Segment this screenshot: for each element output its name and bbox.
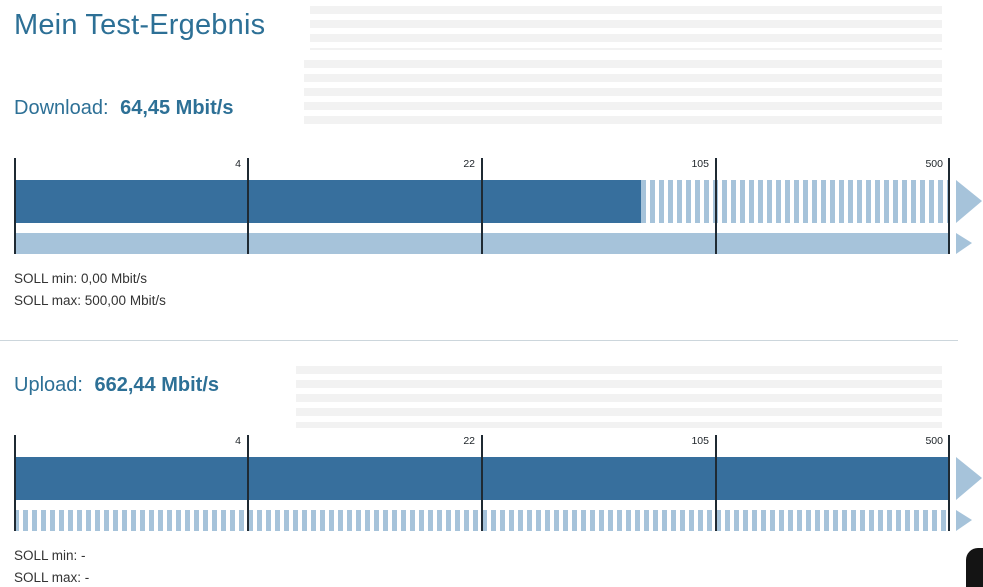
tick-label: 4 bbox=[235, 158, 241, 170]
main-content: Mein Test-Ergebnis Download: 64,45 Mbit/… bbox=[0, 9, 982, 587]
tick-line bbox=[247, 158, 249, 254]
soll-min-text: SOLL min: - bbox=[14, 548, 86, 563]
upload-gauge: 4 22 105 500 bbox=[14, 435, 982, 531]
upload-label: Upload: bbox=[14, 374, 83, 396]
tick-line bbox=[14, 158, 16, 254]
corner-widget-button[interactable] bbox=[966, 548, 983, 587]
upload-heading: Upload: 662,44 Mbit/s bbox=[14, 373, 950, 397]
tick-label: 500 bbox=[925, 435, 943, 447]
tick-line bbox=[715, 158, 717, 254]
upload-value: 662,44 Mbit/s bbox=[94, 374, 220, 396]
tick-line bbox=[715, 435, 717, 531]
tick-line bbox=[14, 435, 16, 531]
tick-label: 22 bbox=[463, 435, 475, 447]
download-soll-block: SOLL min: 0,00 Mbit/s SOLL max: 500,00 M… bbox=[14, 268, 950, 312]
tick-line bbox=[948, 158, 950, 254]
tick-line bbox=[481, 435, 483, 531]
download-value: 64,45 Mbit/s bbox=[120, 97, 234, 119]
tick-label: 105 bbox=[691, 158, 709, 170]
page-title: Mein Test-Ergebnis bbox=[14, 9, 266, 41]
gauge-arrow-icon bbox=[956, 510, 972, 531]
measured-bar-fill bbox=[14, 180, 642, 223]
section-divider bbox=[0, 340, 958, 341]
download-heading: Download: 64,45 Mbit/s bbox=[14, 96, 950, 120]
soll-max-text: SOLL max: 500,00 Mbit/s bbox=[14, 293, 166, 308]
background-stripes bbox=[304, 60, 942, 128]
measured-bar-remainder bbox=[641, 180, 950, 223]
gauge-arrow-icon bbox=[956, 233, 972, 254]
tick-line bbox=[948, 435, 950, 531]
download-section: Download: 64,45 Mbit/s 4 22 105 500 bbox=[14, 96, 982, 312]
tick-line bbox=[481, 158, 483, 254]
upload-section: Upload: 662,44 Mbit/s 4 22 105 500 bbox=[14, 373, 982, 587]
download-label: Download: bbox=[14, 97, 109, 119]
soll-max-text: SOLL max: - bbox=[14, 570, 90, 585]
soll-min-text: SOLL min: 0,00 Mbit/s bbox=[14, 271, 148, 286]
download-gauge: 4 22 105 500 bbox=[14, 158, 982, 254]
tick-label: 500 bbox=[925, 158, 943, 170]
gauge-arrow-icon bbox=[956, 180, 982, 223]
tick-label: 4 bbox=[235, 435, 241, 447]
download-measured-bar bbox=[14, 180, 950, 223]
tick-label: 105 bbox=[691, 435, 709, 447]
background-stripes bbox=[296, 366, 942, 428]
tick-line bbox=[247, 435, 249, 531]
background-stripes bbox=[310, 6, 942, 50]
gauge-arrow-icon bbox=[956, 457, 982, 500]
tick-label: 22 bbox=[463, 158, 475, 170]
upload-soll-block: SOLL min: - SOLL max: - bbox=[14, 545, 950, 587]
